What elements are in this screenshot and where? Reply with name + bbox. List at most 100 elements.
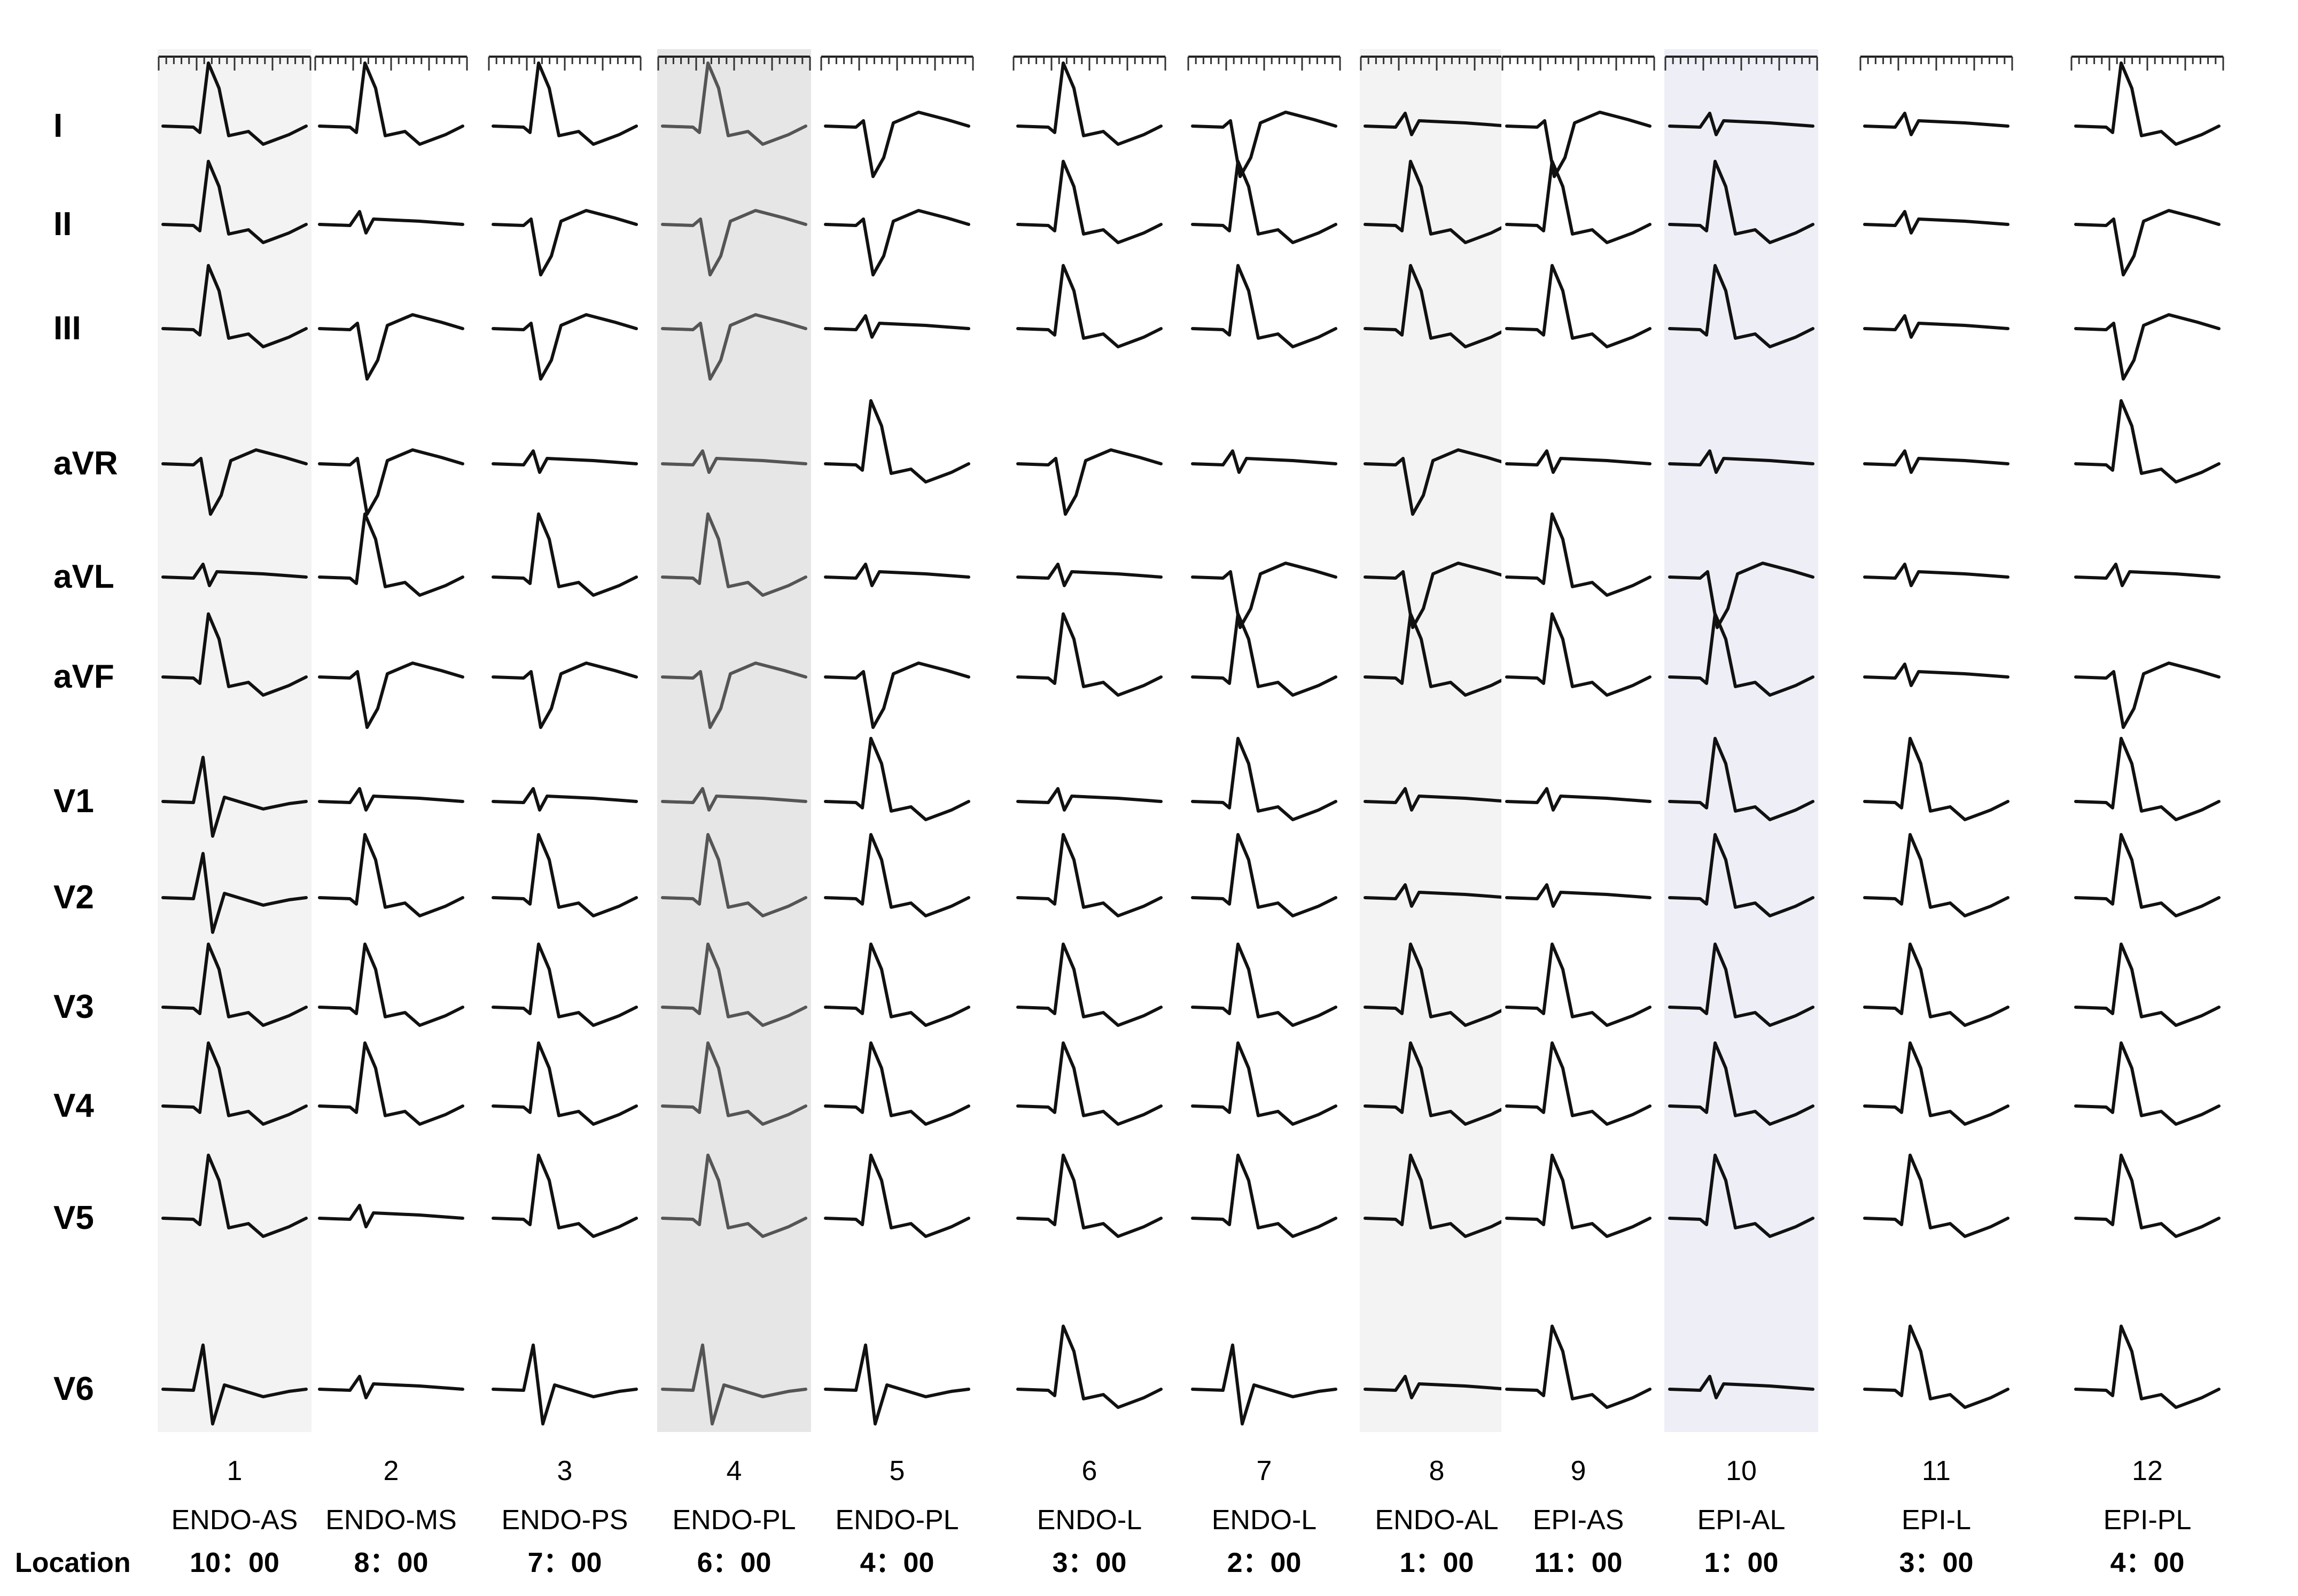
clock-position: 4：00: [860, 1547, 934, 1578]
ecg-trace-v2: [824, 833, 970, 917]
ecg-trace-iii: [318, 313, 464, 381]
ecg-trace-avf: [1364, 612, 1510, 697]
ecg-trace-iii: [1505, 264, 1652, 348]
ecg-trace-v1: [1668, 737, 1814, 821]
column-6: [1012, 49, 1166, 1432]
site-label: ENDO-AL: [1375, 1505, 1498, 1536]
ecg-trace-v3: [318, 943, 464, 1027]
column-number: 5: [890, 1455, 905, 1486]
ecg-trace-avl: [161, 563, 308, 587]
clock-position: 2：00: [1227, 1547, 1302, 1578]
clock-position: 1：00: [1704, 1547, 1779, 1578]
ecg-trace-iii: [1863, 314, 2009, 339]
ecg-trace-v3: [1364, 943, 1510, 1027]
ecg-trace-v6: [161, 1343, 308, 1426]
ecg-trace-v4: [824, 1041, 970, 1126]
ecg-trace-v4: [1364, 1041, 1510, 1126]
column-footer: Location 1 ENDO-AS 10：00 2 ENDO-MS 8：00 3 ENDO-…: [15, 1455, 2191, 1578]
ecg-trace-avf: [1863, 663, 2009, 687]
lead-label-avl: aVL: [53, 558, 114, 595]
column-background: [1859, 49, 2013, 1432]
clock-position: 8：00: [354, 1547, 429, 1578]
ecg-trace-avl: [1191, 562, 1337, 629]
column-background: [1664, 49, 1818, 1432]
ecg-trace-v3: [492, 943, 638, 1027]
clock-position: 10：00: [190, 1547, 279, 1578]
column-9: [1501, 49, 1655, 1432]
clock-position: 1：00: [1400, 1547, 1474, 1578]
site-label: EPI-AL: [1697, 1505, 1786, 1536]
column-number: 10: [1726, 1455, 1757, 1486]
ecg-trace-ii: [1016, 160, 1163, 244]
ecg-trace-ii: [1505, 160, 1652, 244]
column-number: 6: [1082, 1455, 1097, 1486]
ecg-trace-i: [1364, 112, 1510, 136]
column-background: [820, 49, 974, 1432]
ecg-trace-i: [824, 111, 970, 178]
ecg-trace-avr: [1016, 448, 1163, 516]
ecg-trace-v3: [824, 943, 970, 1027]
column-number: 9: [1571, 1455, 1586, 1486]
ecg-trace-avr: [1863, 449, 2009, 474]
ecg-trace-v6: [1191, 1343, 1337, 1426]
ecg-trace-v1: [1016, 787, 1163, 812]
ecg-trace-i: [1863, 112, 2009, 136]
ecg-trace-v6: [492, 1343, 638, 1426]
ecg-trace-v2: [318, 833, 464, 917]
ecg-trace-avf: [1505, 612, 1652, 697]
ecg-trace-avr: [492, 449, 638, 474]
column-10: [1664, 49, 1818, 1432]
ecg-trace-avr: [1191, 449, 1337, 474]
ecg-trace-v5: [161, 1154, 308, 1238]
column-7: [1187, 49, 1341, 1432]
ecg-trace-v1: [1505, 787, 1652, 812]
ecg-trace-v5: [1016, 1154, 1163, 1238]
ecg-trace-avr: [1364, 448, 1510, 516]
column-number: 3: [557, 1455, 573, 1486]
column-background: [2070, 49, 2224, 1432]
column-background: [1360, 49, 1514, 1432]
column-5: [820, 49, 974, 1432]
ecg-trace-ii: [1364, 160, 1510, 244]
ecg-trace-v2: [1863, 833, 2009, 917]
ecg-trace-v3: [661, 943, 807, 1027]
column-2: [314, 49, 468, 1432]
ecg-trace-avr: [2074, 399, 2221, 484]
ecg-trace-ii: [1191, 160, 1337, 244]
ecg-trace-v2: [1364, 883, 1510, 908]
ecg-trace-v5: [2074, 1154, 2221, 1238]
ecg-trace-v4: [1863, 1041, 2009, 1126]
column-number: 7: [1257, 1455, 1272, 1486]
ecg-trace-v4: [661, 1041, 807, 1126]
ecg-trace-ii: [2074, 209, 2221, 277]
ecg-trace-v5: [661, 1154, 807, 1238]
ecg-trace-v6: [824, 1343, 970, 1426]
ecg-trace-avr: [824, 399, 970, 484]
ecg-trace-avr: [1505, 449, 1652, 474]
column-background: [1187, 49, 1341, 1432]
lead-label-avf: aVF: [53, 658, 114, 695]
ecg-trace-avl: [318, 512, 464, 597]
ecg-trace-v5: [824, 1154, 970, 1238]
column-1: [158, 49, 311, 1432]
column-4: [657, 49, 811, 1432]
column-background: [488, 49, 642, 1432]
site-label: ENDO-PS: [502, 1505, 628, 1536]
ecg-trace-v2: [1191, 833, 1337, 917]
ecg-trace-avf: [2074, 661, 2221, 729]
ecg-trace-iii: [1668, 264, 1814, 348]
ecg-trace-v1: [318, 787, 464, 812]
lead-label-iii: III: [53, 310, 81, 347]
ecg-trace-avf: [1668, 612, 1814, 697]
ecg-trace-v1: [1364, 787, 1510, 812]
ecg-trace-v5: [1863, 1154, 2009, 1238]
ecg-trace-v2: [1505, 883, 1652, 908]
lead-label-ii: II: [53, 206, 72, 243]
ecg-trace-v6: [2074, 1325, 2221, 1409]
clock-position: 3：00: [1899, 1547, 1974, 1578]
ecg-trace-v6: [1016, 1325, 1163, 1409]
ecg-trace-iii: [1016, 264, 1163, 348]
ecg-trace-v2: [1668, 833, 1814, 917]
ecg-trace-v6: [1505, 1325, 1652, 1409]
